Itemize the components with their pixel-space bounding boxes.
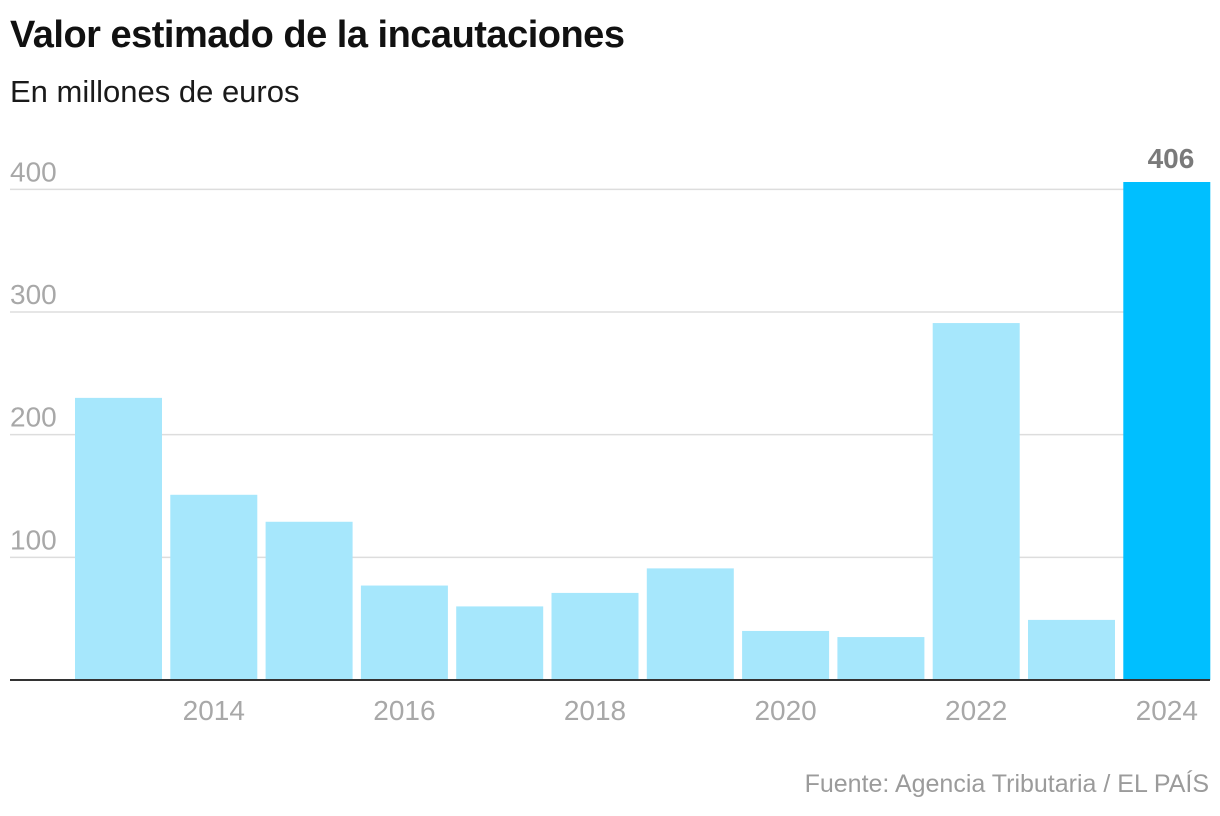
- bar: [170, 494, 258, 680]
- bar-highlight: [1123, 182, 1211, 680]
- y-tick-label: 300: [10, 279, 57, 310]
- x-tick-label: 2014: [183, 695, 245, 726]
- bar: [551, 592, 639, 680]
- x-tick-label: 2018: [564, 695, 626, 726]
- x-tick-label: 2016: [373, 695, 435, 726]
- bars: [75, 182, 1211, 680]
- data-label: 406: [1148, 143, 1195, 174]
- x-axis-ticks: 2014 2016 2018 2020 2022 2024: [183, 695, 1198, 726]
- chart-subtitle: En millones de euros: [10, 74, 300, 109]
- bar: [932, 323, 1020, 680]
- x-tick-label: 2022: [945, 695, 1007, 726]
- y-tick-label: 200: [10, 402, 57, 433]
- y-tick-label: 100: [10, 524, 57, 555]
- data-labels: 406: [1148, 143, 1195, 174]
- bar: [837, 637, 925, 680]
- source-note: Fuente: Agencia Tributaria / EL PAÍS: [804, 770, 1209, 798]
- bar: [456, 606, 544, 680]
- bar: [360, 585, 448, 680]
- chart-title: Valor estimado de la incautaciones: [10, 14, 625, 56]
- bar: [742, 630, 830, 680]
- y-axis-ticks: 100 200 300 400: [10, 156, 57, 555]
- x-tick-label: 2020: [754, 695, 816, 726]
- x-tick-label: 2024: [1136, 695, 1198, 726]
- bar: [646, 568, 734, 680]
- y-tick-label: 400: [10, 156, 57, 187]
- bar: [1028, 619, 1115, 680]
- bar: [265, 521, 353, 680]
- bar: [75, 397, 162, 680]
